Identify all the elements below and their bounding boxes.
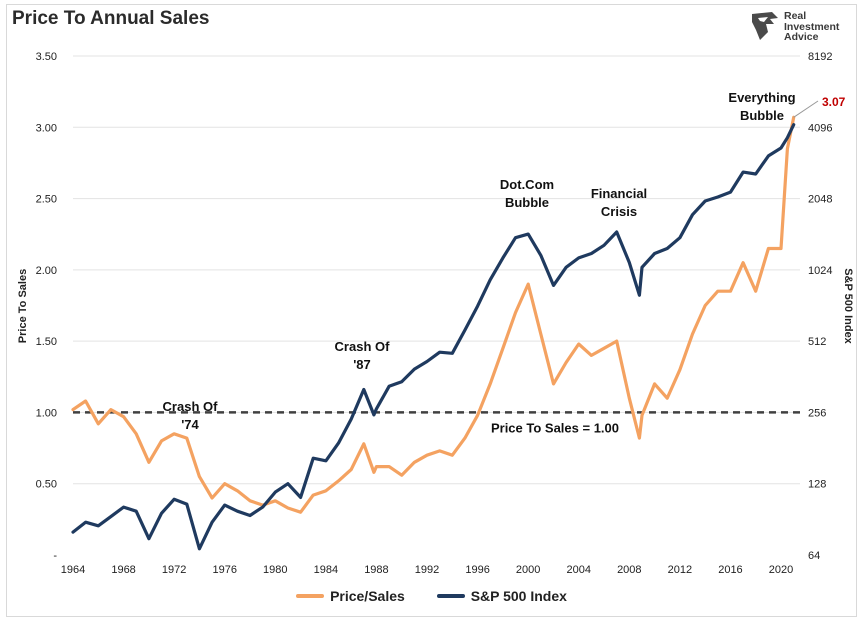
legend-swatch-sp500 [436,594,465,598]
x-tick-label: 1972 [162,564,186,576]
y-tick-label: 1.50 [36,336,57,348]
brand-line-2: Investment [784,20,840,33]
price-sales-line [71,115,796,514]
annotation-label: Crash Of [335,339,391,354]
legend-item-sp500: S&P 500 Index [436,588,567,604]
annotation-label: '74 [181,417,199,432]
brand-line-3: Advice [784,31,819,43]
y-axis-title: Price To Sales [17,269,29,343]
y-tick-label: 3.00 [36,122,57,134]
brand-line-1: Real [784,10,807,22]
end-value-label: 3.07 [822,95,846,109]
x-tick-label: 1996 [465,564,489,576]
legend-swatch-price-sales [296,594,325,598]
y-tick-label: 3.50 [36,51,57,63]
x-tick-label: 1992 [415,564,439,576]
y2-tick-label: 64 [808,550,820,562]
x-tick-label: 2004 [566,564,590,576]
sp500-line [71,123,796,551]
end-value-leader [793,100,819,118]
y-tick-label: 2.50 [36,194,57,206]
annotation-label: Crisis [601,204,637,219]
legend: Price/Sales S&P 500 Index [0,585,863,604]
x-tick-label: 1964 [61,564,85,576]
x-tick-label: 2000 [516,564,540,576]
y2-tick-label: 128 [808,479,826,491]
x-tick-label: 2008 [617,564,641,576]
chart-frame [6,4,857,617]
brand-name: Real Investment Advice [784,11,839,43]
x-tick-label: 1980 [263,564,287,576]
legend-item-price-sales: Price/Sales [296,588,405,604]
annotation-label: Bubble [505,195,549,210]
annotation-label: Crash Of [163,399,219,414]
y2-tick-label: 256 [808,407,826,419]
y-tick-label: 2.00 [36,265,57,277]
y2-tick-label: 8192 [808,51,832,63]
x-tick-label: 1984 [314,564,338,576]
y2-tick-label: 1024 [808,265,832,277]
legend-label-sp500: S&P 500 Index [470,588,567,604]
y2-axis-title: S&P 500 Index [842,268,854,344]
annotation-label: Bubble [740,108,784,123]
legend-label-price-sales: Price/Sales [330,588,405,604]
annotation-label: Financial [591,186,647,201]
y-tick-label: - [53,550,57,562]
annotation-label: Everything [728,90,795,105]
eagle-logo-icon [752,12,778,40]
x-tick-label: 2016 [718,564,742,576]
annotation-label: '87 [353,357,371,372]
x-tick-label: 1968 [111,564,135,576]
y-tick-label: 0.50 [36,479,57,491]
y-tick-label: 1.00 [36,407,57,419]
y2-tick-label: 2048 [808,194,832,206]
y2-tick-label: 4096 [808,122,832,134]
x-tick-label: 1988 [364,564,388,576]
brand-logo: Real Investment Advice [750,10,850,44]
x-tick-label: 2020 [769,564,793,576]
annotation-label: Dot.Com [500,177,554,192]
y2-tick-label: 512 [808,336,826,348]
chart-title: Price To Annual Sales [12,8,210,29]
x-tick-label: 2012 [668,564,692,576]
reference-line-label: Price To Sales = 1.00 [491,420,619,435]
x-tick-label: 1976 [212,564,236,576]
